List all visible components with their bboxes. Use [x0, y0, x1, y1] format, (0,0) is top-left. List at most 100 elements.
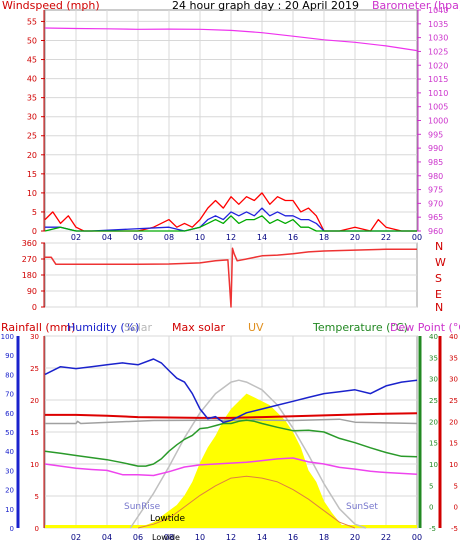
dir-compass-label: S: [435, 272, 442, 285]
temperature-tick-label: 10: [429, 461, 438, 469]
humidity-tick-label: 60: [5, 410, 14, 418]
baro-tick-label: 1035: [428, 20, 448, 29]
legend-dewpoint: Dew Point (°C): [390, 321, 460, 334]
clim-x-tick-label: 00: [412, 533, 422, 542]
clim-x-tick-label: 02: [71, 533, 81, 542]
temperature-tick-label: 15: [429, 440, 438, 448]
rain-tick-label: 0: [35, 525, 39, 533]
temperature-tick-label: 20: [429, 418, 438, 426]
wind-tick-label: 20: [27, 151, 37, 160]
area-fills: [45, 393, 417, 528]
dewpoint-tick-label: 35: [449, 354, 458, 362]
wind-tick-label: 15: [27, 170, 37, 179]
legend-rainfall: Rainfall (mm): [1, 321, 75, 334]
baro-tick-label: 1040: [428, 6, 448, 15]
clim-x-tick-label: 04: [102, 533, 112, 542]
rain-tick-label: 20: [30, 397, 39, 405]
humidity-tick-label: 100: [1, 333, 14, 341]
dewpoint-tick-label: 0: [454, 504, 458, 512]
baro-tick-label: 980: [428, 172, 443, 181]
series-lines: [44, 27, 418, 529]
wind-x-tick-label: 00: [412, 233, 422, 242]
dir-tick-label: 360: [22, 239, 37, 248]
wind-tick-label: 45: [27, 56, 37, 65]
windspeed-axis-label: Windspeed (mph): [2, 0, 100, 12]
baro-tick-label: 1015: [428, 75, 448, 84]
clim-x-tick-label: 10: [195, 533, 205, 542]
clim-x-tick-label: 08: [164, 533, 174, 542]
humidity-tick-label: 30: [5, 467, 14, 475]
clim-x-tick-label: 06: [133, 533, 143, 542]
clim-x-tick-label: 16: [288, 533, 298, 542]
dewpoint-tick-label: 40: [449, 333, 458, 341]
wind-tick-label: 40: [27, 75, 37, 84]
wind-tick-label: 50: [27, 36, 37, 45]
dewpoint-tick-label: -5: [451, 525, 458, 533]
barometer-axis-label: Barometer (hpa): [372, 0, 460, 12]
legend-uv: UV: [248, 321, 264, 334]
legend-max-solar: Max solar: [172, 321, 225, 334]
wind-x-tick-label: 02: [71, 233, 81, 242]
axes: 0510152025303540455055960965970975980985…: [1, 6, 458, 542]
wind-tick-label: 35: [27, 94, 37, 103]
dewpoint-tick-label: 20: [449, 418, 458, 426]
baro-tick-label: 1025: [428, 47, 448, 56]
clim-x-tick-label: 14: [257, 533, 267, 542]
wind-tick-label: 10: [27, 189, 37, 198]
rain-tick-label: 15: [30, 429, 39, 437]
baro-tick-label: 975: [428, 186, 443, 195]
dir-compass-label: N: [435, 240, 443, 253]
wind-x-tick-label: 20: [350, 233, 360, 242]
dir-compass-label: E: [435, 288, 442, 301]
sunset-label: SunSet: [346, 502, 378, 512]
dewpoint-tick-label: 10: [449, 461, 458, 469]
temperature-line: [44, 419, 418, 467]
legend-humidity: Humidity (%): [67, 321, 139, 334]
dewpoint-line: [44, 457, 418, 477]
humidity-tick-label: 50: [5, 429, 14, 437]
wind-series-wind-average: [44, 215, 417, 232]
clim-x-tick-label: 20: [350, 533, 360, 542]
baro-tick-label: 970: [428, 199, 443, 208]
dir-tick-label: 0: [32, 303, 37, 312]
wind-x-tick-label: 10: [195, 233, 205, 242]
rain-tick-label: 30: [30, 333, 39, 341]
legend-solar: Solar: [124, 321, 153, 334]
wind-x-tick-label: 14: [257, 233, 267, 242]
wind-series-wind-mid: [45, 207, 417, 232]
dewpoint-tick-label: 15: [449, 440, 458, 448]
humidity-tick-label: 40: [5, 448, 14, 456]
humidity-tick-label: 20: [5, 487, 14, 495]
temperature-tick-label: 30: [429, 376, 438, 384]
baro-tick-label: 990: [428, 144, 443, 153]
baro-tick-label: 1020: [428, 61, 448, 70]
humidity-tick-label: 10: [5, 506, 14, 514]
baro-tick-label: 960: [428, 227, 443, 236]
clim-x-tick-label: 18: [319, 533, 329, 542]
humidity-tick-label: 80: [5, 371, 14, 379]
humidity-tick-label: 90: [5, 352, 14, 360]
solar-area: [138, 393, 345, 528]
dewpoint-tick-label: 25: [449, 397, 458, 405]
grey-reference-line: [45, 418, 418, 425]
dir-compass-label: W: [435, 256, 446, 269]
solar-curve-line: [137, 475, 356, 529]
chart-title: 24 hour graph day : 20 April 2019: [172, 0, 359, 12]
wind-tick-label: 30: [27, 113, 37, 122]
temperature-tick-label: 0: [429, 504, 433, 512]
wind-x-tick-label: 04: [102, 233, 112, 242]
temperature-reference-line: [45, 412, 418, 419]
wind-tick-label: 25: [27, 132, 37, 141]
temperature-tick-label: 25: [429, 397, 438, 405]
dewpoint-tick-label: 30: [449, 376, 458, 384]
baro-tick-label: 1010: [428, 89, 448, 98]
temperature-tick-label: 5: [429, 482, 433, 490]
wind-tick-label: 55: [27, 17, 37, 26]
dir-compass-label: N: [435, 301, 443, 314]
lowtide-label: Lowtide: [150, 514, 185, 524]
dir-tick-label: 270: [22, 255, 37, 264]
humidity-line: [44, 358, 418, 424]
rain-tick-label: 10: [30, 461, 39, 469]
humidity-tick-label: 70: [5, 391, 14, 399]
